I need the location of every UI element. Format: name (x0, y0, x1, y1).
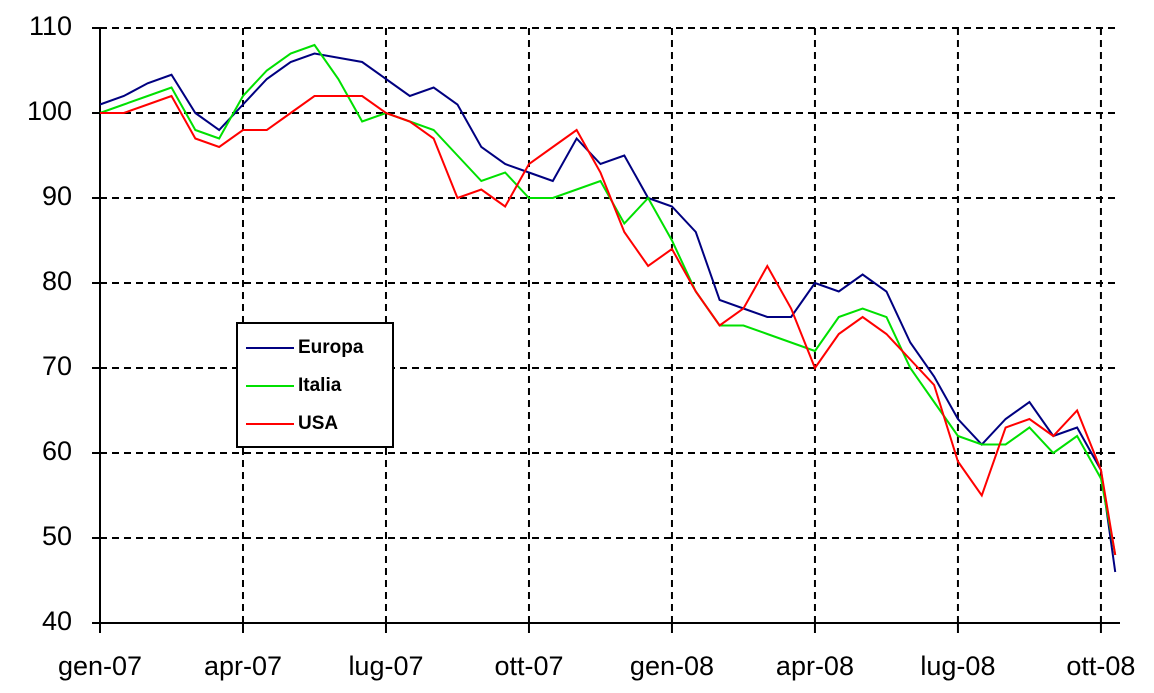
y-tick-label: 50 (42, 521, 72, 551)
series-line (100, 94, 1117, 556)
legend-label: Italia (298, 375, 342, 396)
x-tick-label: gen-08 (630, 651, 714, 681)
legend-label: Europa (298, 337, 364, 358)
x-tick-label: apr-08 (776, 651, 854, 681)
x-tick-label: ott-08 (1066, 651, 1135, 681)
y-tick-label: 90 (42, 181, 72, 211)
series-line (99, 43, 1117, 556)
x-tick-label: lug-08 (920, 651, 995, 681)
legend-label: USA (298, 413, 338, 434)
y-tick-label: 80 (42, 266, 72, 296)
x-tick-label: apr-07 (204, 651, 282, 681)
y-tick-label: 40 (42, 606, 72, 636)
y-tick-label: 110 (29, 11, 72, 41)
series-line (99, 52, 1117, 573)
x-tick-label: gen-07 (58, 651, 142, 681)
y-tick-label: 100 (27, 96, 72, 126)
legend: Europa Italia USA (236, 322, 394, 448)
x-tick-label: lug-07 (348, 651, 423, 681)
y-tick-label: 70 (42, 351, 72, 381)
y-tick-label: 60 (42, 436, 72, 466)
x-tick-label: ott-07 (494, 651, 563, 681)
